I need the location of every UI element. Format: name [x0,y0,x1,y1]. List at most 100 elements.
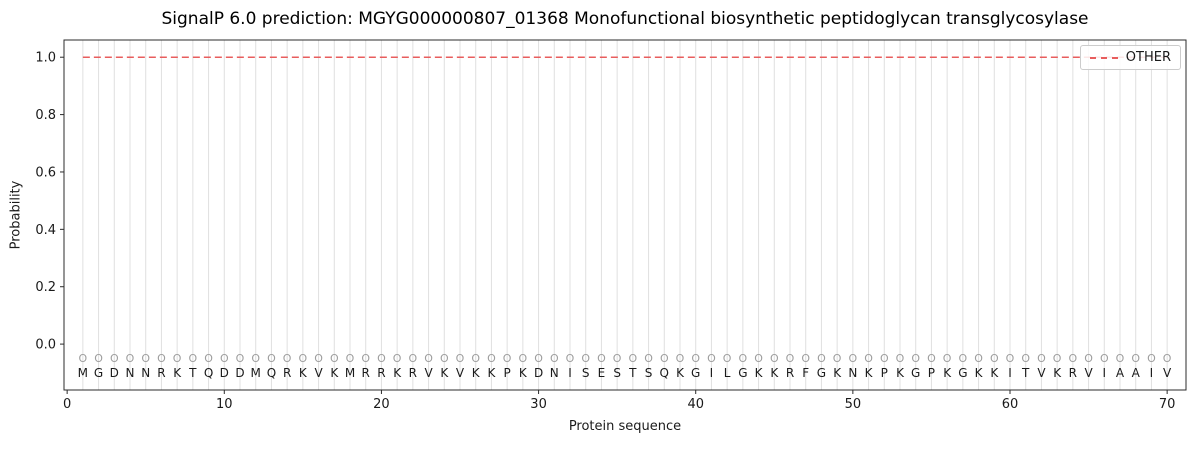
sequence-letter: T [1021,366,1030,380]
position-mark: O [110,352,119,365]
position-mark: O [377,352,386,365]
position-mark: O [864,352,873,365]
sequence-letter: T [628,366,637,380]
sequence-letter: A [1116,366,1125,380]
sequence-letter: G [738,366,747,380]
sequence-letter: N [126,366,135,380]
position-mark: O [126,352,135,365]
position-mark: O [157,352,166,365]
y-tick-label: 0.4 [35,223,56,238]
position-mark: O [299,352,308,365]
sequence-letter: P [928,366,935,380]
sequence-letter: K [472,366,481,380]
position-mark: O [1163,352,1172,365]
legend-label: OTHER [1125,50,1171,65]
position-mark: O [833,352,842,365]
sequence-letter: I [568,366,572,380]
sequence-letter: A [1132,366,1141,380]
position-mark: O [440,352,449,365]
position-mark: O [566,352,575,365]
sequence-letter: F [802,366,809,380]
sequence-letter: R [377,366,385,380]
sequence-letter: N [550,366,559,380]
x-tick-label: 10 [216,397,233,412]
sequence-letter: S [613,366,621,380]
position-mark: O [1116,352,1125,365]
sequence-letter: Q [204,366,213,380]
sequence-letter: K [519,366,528,380]
sequence-letter: K [990,366,999,380]
position-mark: O [314,352,323,365]
position-mark: O [1053,352,1062,365]
sequence-letter: K [896,366,905,380]
position-mark: O [409,352,418,365]
position-mark: O [754,352,763,365]
position-mark: O [849,352,858,365]
sequence-letter: D [110,366,119,380]
sequence-letter: D [220,366,229,380]
position-mark: O [79,352,88,365]
sequence-letter: R [1069,366,1077,380]
x-axis-label: Protein sequence [568,419,682,434]
position-mark: O [189,352,198,365]
position-mark: O [959,352,968,365]
sequence-letter: K [1053,366,1062,380]
chart-title: SignalP 6.0 prediction: MGYG000000807_01… [161,9,1089,29]
sequence-letter: Q [660,366,669,380]
position-mark: O [801,352,810,365]
sequence-letter: G [94,366,103,380]
sequence-letter: R [786,366,794,380]
position-mark: O [723,352,732,365]
x-tick-label: 70 [1159,397,1176,412]
position-mark: O [707,352,716,365]
position-mark: O [519,352,528,365]
sequence-letter: T [188,366,197,380]
sequence-letter: P [881,366,888,380]
sequence-letter: R [283,366,291,380]
position-mark: O [1069,352,1078,365]
sequence-letter: M [345,366,355,380]
sequence-letter: K [676,366,685,380]
position-mark: O [204,352,213,365]
position-mark: O [550,352,559,365]
position-mark: O [896,352,905,365]
sequence-letter: G [911,366,920,380]
position-mark: O [487,352,496,365]
position-mark: O [471,352,480,365]
sequence-letter: Q [267,366,276,380]
sequence-letter: D [235,366,244,380]
position-mark: O [393,352,402,365]
position-mark: O [629,352,638,365]
position-mark: O [613,352,622,365]
sequence-letter: P [504,366,511,380]
position-mark: O [990,352,999,365]
y-tick-label: 0.2 [35,280,56,295]
plot-border [63,39,1187,391]
sequence-letter: K [173,366,182,380]
legend-dashed-line-sample [1089,56,1118,59]
sequence-letter: K [943,366,952,380]
position-mark: O [911,352,920,365]
position-mark: O [456,352,465,365]
sequence-letter: I [1150,366,1154,380]
legend: OTHER [1079,45,1181,70]
position-mark: O [173,352,182,365]
sequence-letter: I [710,366,714,380]
sequence-letter: K [299,366,308,380]
position-mark: O [1100,352,1109,365]
sequence-letter: K [487,366,496,380]
position-mark: O [927,352,936,365]
position-mark: O [943,352,952,365]
position-mark: O [283,352,292,365]
sequence-letter: S [645,366,653,380]
y-tick-label: 0.8 [35,108,56,123]
position-mark: O [1006,352,1015,365]
sequence-letter: N [141,366,150,380]
sequence-letter: V [1037,366,1046,380]
sequence-letter: I [1008,366,1012,380]
x-tick-label: 30 [530,397,547,412]
position-mark: O [1037,352,1046,365]
position-mark: O [94,352,103,365]
